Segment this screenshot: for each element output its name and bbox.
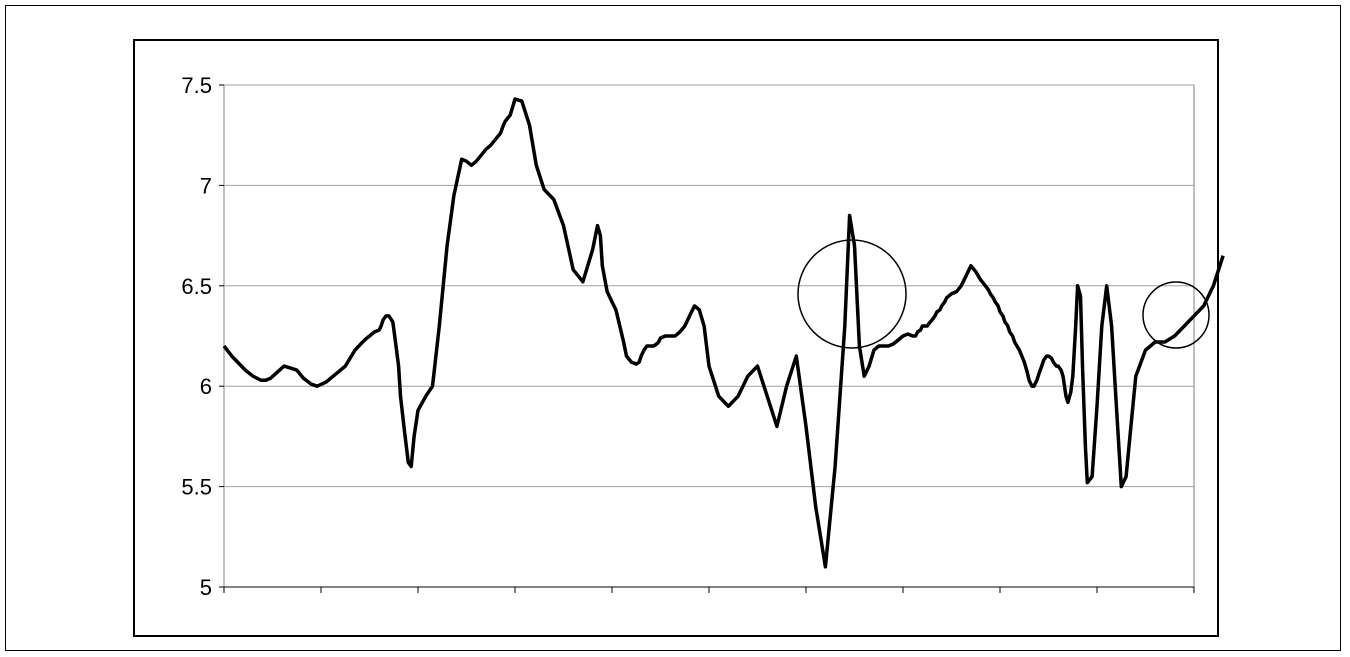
y-axis-tick-labels: 5 5.5 6 6.5 7 7.5 bbox=[181, 73, 212, 600]
annotation-circle-end bbox=[1142, 281, 1210, 349]
y-tick-label: 7.5 bbox=[181, 73, 212, 98]
x-axis-ticks bbox=[223, 587, 1195, 593]
series-line bbox=[222, 97, 1225, 569]
outer-frame bbox=[5, 5, 1341, 651]
y-tick-label: 5.5 bbox=[181, 475, 212, 500]
plot-area bbox=[223, 84, 1195, 588]
y-tick-label: 6 bbox=[200, 374, 212, 399]
y-tick-label: 5 bbox=[200, 575, 212, 600]
annotation-circle-peak bbox=[797, 239, 907, 349]
y-tick-label: 6.5 bbox=[181, 274, 212, 299]
y-tick-label: 7 bbox=[200, 173, 212, 198]
